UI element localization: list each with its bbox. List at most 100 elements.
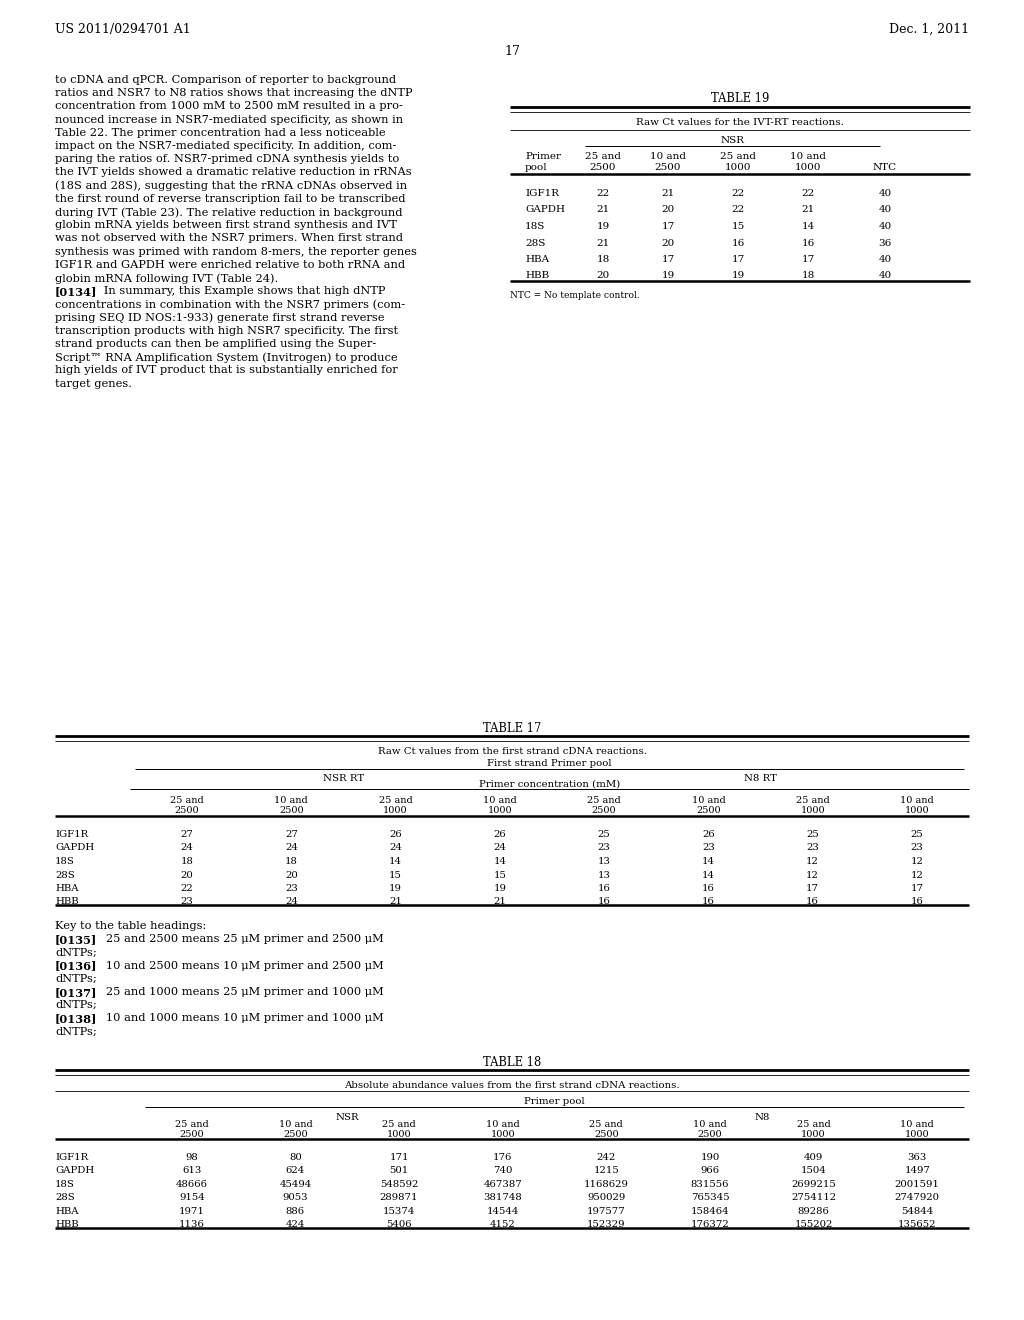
Text: 25 and 2500 means 25 μM primer and 2500 μM: 25 and 2500 means 25 μM primer and 2500 … [95,935,384,944]
Text: NSR: NSR [336,1113,359,1122]
Text: was not observed with the NSR7 primers. When first strand: was not observed with the NSR7 primers. … [55,234,403,243]
Text: 28S: 28S [55,870,75,879]
Text: 1000: 1000 [725,162,752,172]
Text: Table 22. The primer concentration had a less noticeable: Table 22. The primer concentration had a… [55,128,386,137]
Text: 18: 18 [180,857,194,866]
Text: concentrations in combination with the NSR7 primers (com-: concentrations in combination with the N… [55,300,406,310]
Text: TABLE 18: TABLE 18 [483,1056,541,1069]
Text: 21: 21 [662,189,675,198]
Text: IGF1R: IGF1R [525,189,559,198]
Text: HBA: HBA [525,255,549,264]
Text: NTC: NTC [872,162,897,172]
Text: Raw Ct values for the IVT-RT reactions.: Raw Ct values for the IVT-RT reactions. [636,117,844,127]
Text: [0138]: [0138] [55,1014,97,1024]
Text: 25 and: 25 and [382,1119,416,1129]
Text: 24: 24 [285,898,298,907]
Text: 89286: 89286 [798,1206,829,1216]
Text: NSR RT: NSR RT [323,774,365,783]
Text: 17: 17 [731,255,744,264]
Text: 2699215: 2699215 [792,1180,836,1189]
Text: 25: 25 [598,830,610,840]
Text: Script™ RNA Amplification System (Invitrogen) to produce: Script™ RNA Amplification System (Invitr… [55,352,397,363]
Text: 40: 40 [879,189,892,198]
Text: 28S: 28S [525,239,546,248]
Text: 171: 171 [389,1152,409,1162]
Text: 2500: 2500 [594,1130,618,1139]
Text: TABLE 19: TABLE 19 [711,92,769,106]
Text: 10 and: 10 and [900,796,934,805]
Text: strand products can then be amplified using the Super-: strand products can then be amplified us… [55,339,376,348]
Text: 765345: 765345 [690,1193,729,1203]
Text: [0135]: [0135] [55,935,97,945]
Text: nounced increase in NSR7-mediated specificity, as shown in: nounced increase in NSR7-mediated specif… [55,115,403,124]
Text: 176: 176 [493,1152,512,1162]
Text: 424: 424 [286,1220,305,1229]
Text: Primer pool: Primer pool [524,1097,585,1106]
Text: 14: 14 [494,857,507,866]
Text: 17: 17 [662,255,675,264]
Text: 23: 23 [180,898,194,907]
Text: 1000: 1000 [801,1130,826,1139]
Text: 23: 23 [806,843,819,853]
Text: 501: 501 [389,1167,409,1175]
Text: 12: 12 [910,857,924,866]
Text: 13: 13 [598,857,610,866]
Text: (18S and 28S), suggesting that the rRNA cDNAs observed in: (18S and 28S), suggesting that the rRNA … [55,181,408,191]
Text: 20: 20 [181,870,194,879]
Text: Dec. 1, 2011: Dec. 1, 2011 [889,22,969,36]
Text: 135652: 135652 [898,1220,936,1229]
Text: 17: 17 [806,884,819,894]
Text: prising SEQ ID NOS:1-933) generate first strand reverse: prising SEQ ID NOS:1-933) generate first… [55,313,384,323]
Text: 40: 40 [879,222,892,231]
Text: impact on the NSR7-mediated specificity. In addition, com-: impact on the NSR7-mediated specificity.… [55,141,396,150]
Text: 2500: 2500 [280,807,304,814]
Text: 5406: 5406 [386,1220,412,1229]
Text: 10 and: 10 and [900,1119,934,1129]
Text: TABLE 17: TABLE 17 [482,722,542,735]
Text: 24: 24 [494,843,506,853]
Text: 2747920: 2747920 [895,1193,940,1203]
Text: 25 and: 25 and [587,796,621,805]
Text: 22: 22 [802,189,815,198]
Text: 16: 16 [598,898,610,907]
Text: 18: 18 [802,272,815,281]
Text: NSR: NSR [721,136,744,145]
Text: concentration from 1000 mM to 2500 mM resulted in a pro-: concentration from 1000 mM to 2500 mM re… [55,102,402,111]
Text: 155202: 155202 [795,1220,833,1229]
Text: 10 and 2500 means 10 μM primer and 2500 μM: 10 and 2500 means 10 μM primer and 2500 … [95,961,384,970]
Text: 20: 20 [596,272,609,281]
Text: 16: 16 [731,239,744,248]
Text: 28S: 28S [55,1193,75,1203]
Text: 1497: 1497 [904,1167,930,1175]
Text: 22: 22 [731,206,744,214]
Text: 19: 19 [731,272,744,281]
Text: 20: 20 [662,206,675,214]
Text: 14544: 14544 [486,1206,519,1216]
Text: 152329: 152329 [587,1220,626,1229]
Text: 1000: 1000 [387,1130,412,1139]
Text: 1971: 1971 [179,1206,205,1216]
Text: 36: 36 [879,239,892,248]
Text: 1000: 1000 [487,807,512,814]
Text: 40: 40 [879,272,892,281]
Text: 12: 12 [910,870,924,879]
Text: globin mRNA yields between first strand synthesis and IVT: globin mRNA yields between first strand … [55,220,397,230]
Text: globin mRNA following IVT (Table 24).: globin mRNA following IVT (Table 24). [55,273,279,284]
Text: 13: 13 [598,870,610,879]
Text: 10 and 1000 means 10 μM primer and 1000 μM: 10 and 1000 means 10 μM primer and 1000 … [95,1014,384,1023]
Text: 950029: 950029 [587,1193,626,1203]
Text: 21: 21 [596,239,609,248]
Text: 25 and: 25 and [175,1119,209,1129]
Text: 19: 19 [596,222,609,231]
Text: US 2011/0294701 A1: US 2011/0294701 A1 [55,22,190,36]
Text: 1136: 1136 [179,1220,205,1229]
Text: 18: 18 [285,857,298,866]
Text: 17: 17 [802,255,815,264]
Text: 2500: 2500 [654,162,681,172]
Text: 25 and: 25 and [720,152,756,161]
Text: 242: 242 [597,1152,616,1162]
Text: 23: 23 [598,843,610,853]
Text: Key to the table headings:: Key to the table headings: [55,921,206,931]
Text: 23: 23 [285,884,298,894]
Text: HBB: HBB [55,1220,79,1229]
